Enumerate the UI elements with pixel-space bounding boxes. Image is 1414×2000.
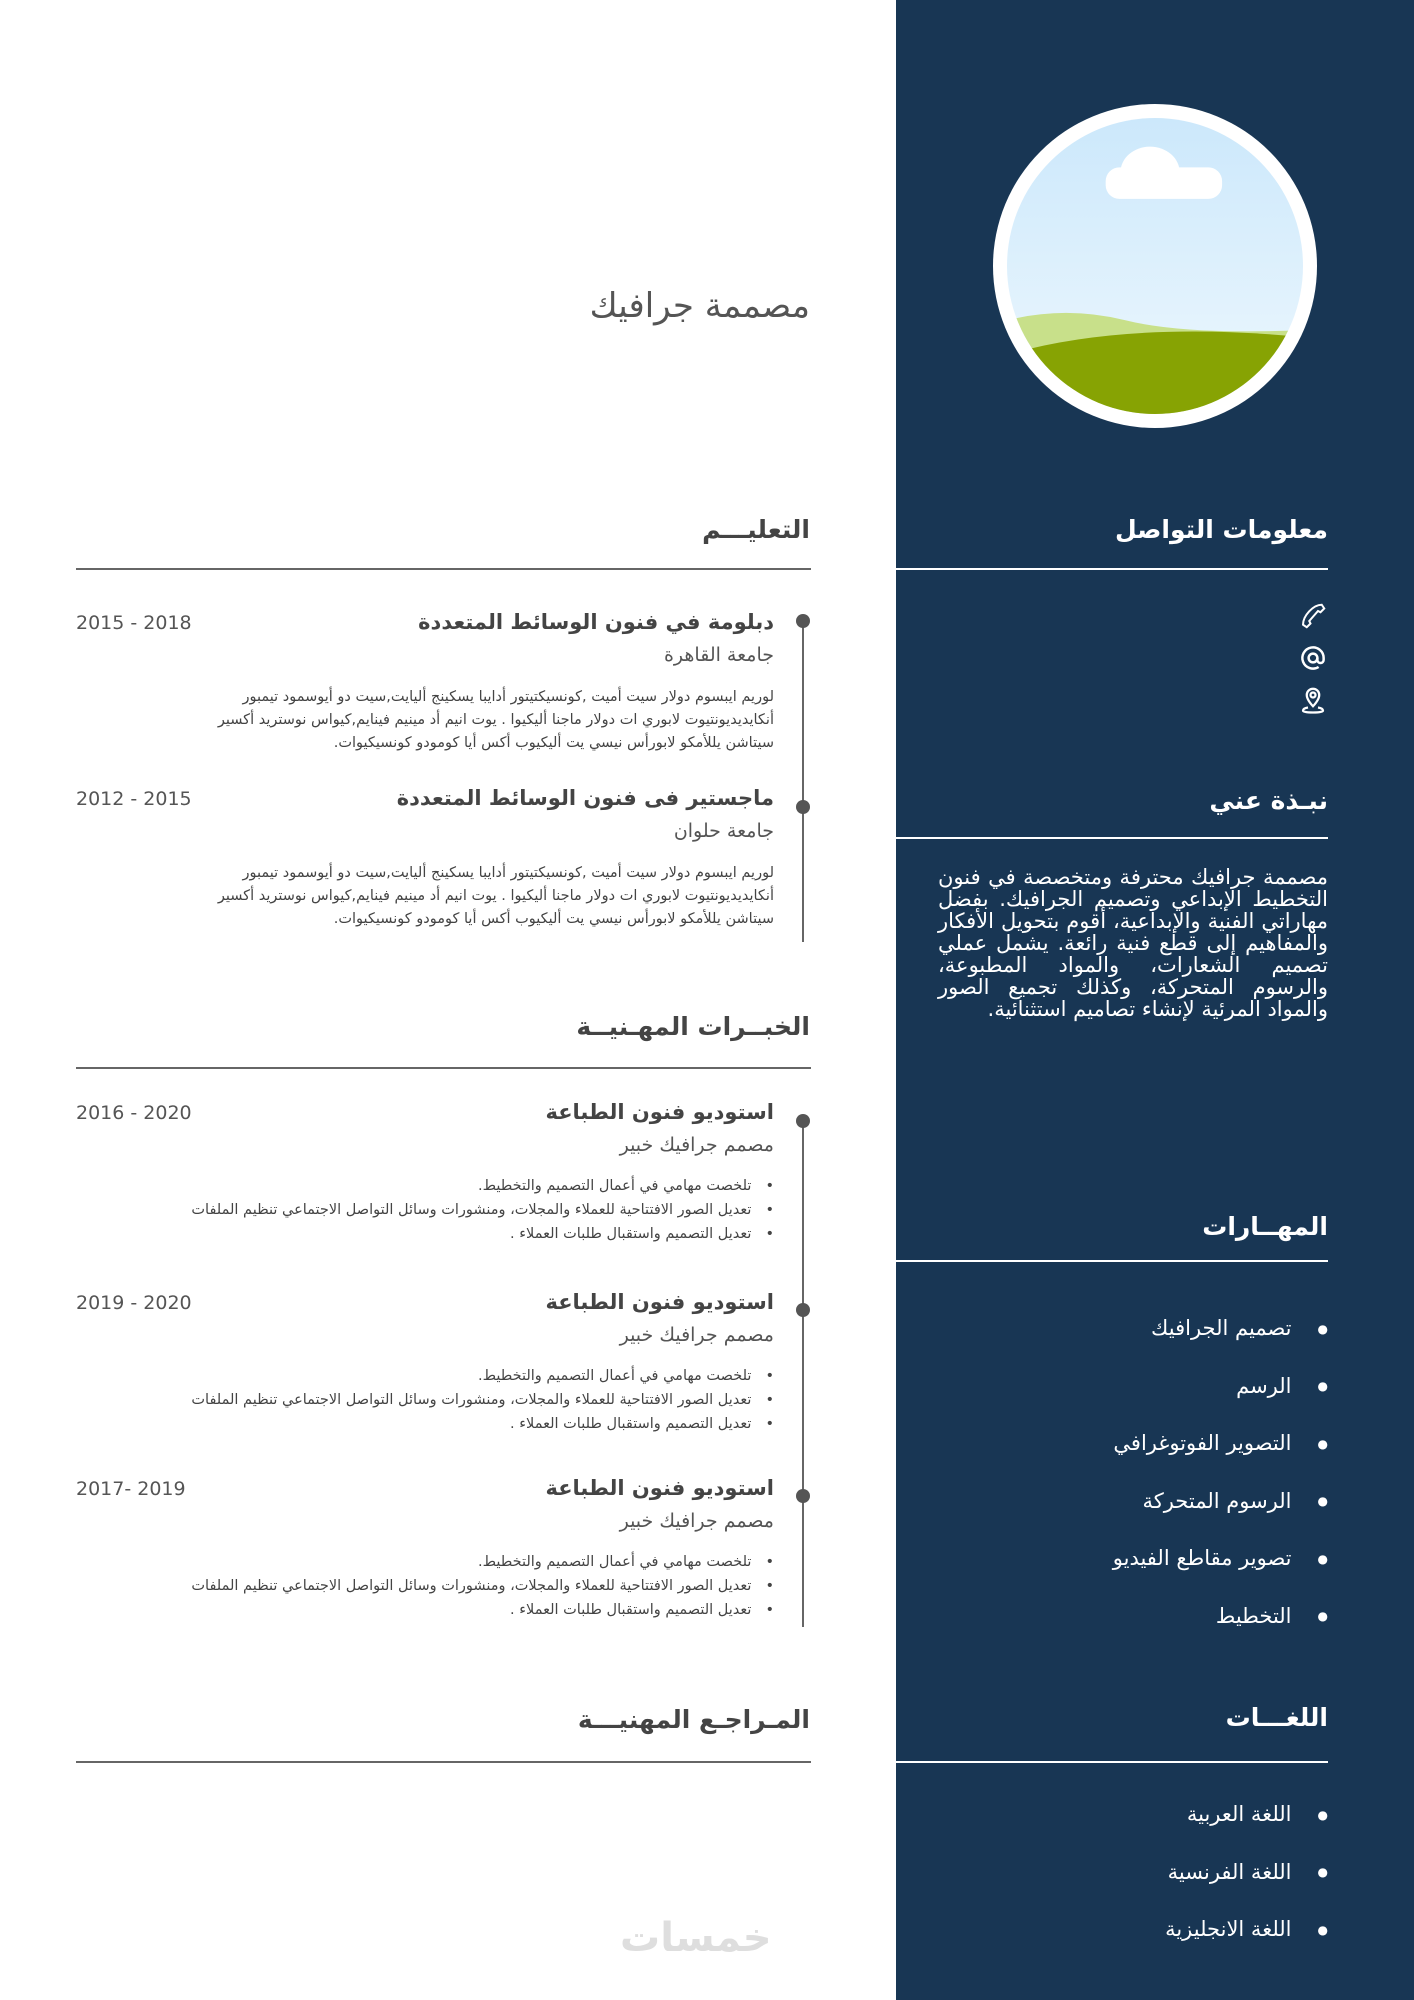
duty-item: تعديل الصور الافتتاحية للعملاء والمجلات،…: [94, 1198, 774, 1222]
languages-list: اللغة العربية اللغة الفرنسية اللغة الانج…: [1165, 1786, 1328, 1959]
duty-item: تعديل التصميم واستقبال طلبات العملاء .: [94, 1598, 774, 1622]
timeline-dot: [796, 614, 810, 628]
language-item: اللغة الفرنسية: [1165, 1844, 1328, 1902]
language-item: اللغة العربية: [1165, 1786, 1328, 1844]
duty-item: تلخصت مهامي في أعمال التصميم والتخطيط.: [94, 1364, 774, 1388]
education-title: ماجستير فى فنون الوسائط المتعددة: [396, 786, 774, 810]
job-duties: تلخصت مهامي في أعمال التصميم والتخطيط. ت…: [94, 1550, 774, 1622]
duty-item: تلخصت مهامي في أعمال التصميم والتخطيط.: [94, 1550, 774, 1574]
skill-item: الرسوم المتحركة: [1113, 1473, 1328, 1531]
location-pin-icon: [1301, 687, 1325, 714]
education-description: لوريم ايبسوم دولار سيت أميت ,كونسيكتيتور…: [217, 689, 774, 751]
education-description: لوريم ايبسوم دولار سيت أميت ,كونسيكتيتور…: [217, 865, 774, 927]
languages-heading: اللغـــات: [1225, 1703, 1328, 1732]
about-text: مصممة جرافيك محترفة ومتخصصة في فنون التخ…: [938, 865, 1328, 1021]
job-dates: 2016 - 2020: [76, 1102, 192, 1124]
profile-photo: [993, 104, 1317, 428]
timeline-dot: [796, 1303, 810, 1317]
job-company: استوديو فنون الطباعة: [545, 1100, 774, 1124]
duty-item: تعديل التصميم واستقبال طلبات العملاء .: [94, 1222, 774, 1246]
job-dates: 2017- 2019: [76, 1478, 186, 1500]
phone-icon: [1301, 603, 1326, 629]
duty-item: تعديل الصور الافتتاحية للعملاء والمجلات،…: [94, 1388, 774, 1412]
duty-item: تعديل الصور الافتتاحية للعملاء والمجلات،…: [94, 1574, 774, 1598]
at-icon: [1301, 646, 1325, 670]
timeline-dot: [796, 1114, 810, 1128]
job-duties: تلخصت مهامي في أعمال التصميم والتخطيط. ت…: [94, 1174, 774, 1246]
about-heading: نبـذة عني: [1209, 786, 1328, 815]
duty-item: تلخصت مهامي في أعمال التصميم والتخطيط.: [94, 1174, 774, 1198]
education-title: دبلومة في فنون الوسائط المتعددة: [418, 610, 774, 634]
duty-item: تعديل التصميم واستقبال طلبات العملاء .: [94, 1412, 774, 1436]
divider: [76, 1067, 811, 1069]
job-role: مصمم جرافيك خبير: [619, 1510, 774, 1532]
experience-heading: الخبــرات المهـنيــة: [576, 1012, 810, 1041]
timeline-line: [802, 620, 804, 942]
education-school: جامعة حلوان: [673, 820, 774, 842]
timeline-dot: [796, 1489, 810, 1503]
job-role: مصمم جرافيك خبير: [619, 1324, 774, 1346]
education-heading: التعليـــم: [702, 515, 810, 544]
job-company: استوديو فنون الطباعة: [545, 1290, 774, 1314]
landscape-placeholder-icon: [1007, 118, 1303, 414]
timeline-dot: [796, 800, 810, 814]
divider: [76, 568, 811, 570]
job-title: مصممة جرافيك: [589, 286, 810, 326]
khamsat-logo: خمسات: [620, 1915, 772, 1961]
skill-item: تصوير مقاطع الفيديو: [1113, 1530, 1328, 1588]
job-dates: 2019 - 2020: [76, 1292, 192, 1314]
references-heading: المـراجـع المهنيـــة: [577, 1705, 810, 1734]
divider: [896, 1260, 1328, 1262]
education-dates: 2012 - 2015: [76, 788, 192, 810]
skill-item: التصوير الفوتوغرافي: [1113, 1415, 1328, 1473]
job-role: مصمم جرافيك خبير: [619, 1134, 774, 1156]
skills-list: تصميم الجرافيك الرسم التصوير الفوتوغرافي…: [1113, 1300, 1328, 1645]
divider: [896, 568, 1328, 570]
education-dates: 2015 - 2018: [76, 612, 192, 634]
skill-item: التخطيط: [1113, 1588, 1328, 1646]
divider: [896, 837, 1328, 839]
skill-item: الرسم: [1113, 1358, 1328, 1416]
skill-item: تصميم الجرافيك: [1113, 1300, 1328, 1358]
job-duties: تلخصت مهامي في أعمال التصميم والتخطيط. ت…: [94, 1364, 774, 1436]
timeline-line: [802, 1115, 804, 1627]
job-company: استوديو فنون الطباعة: [545, 1476, 774, 1500]
divider: [896, 1761, 1328, 1763]
education-school: جامعة القاهرة: [663, 644, 774, 666]
contact-heading: معلومات التواصل: [1114, 515, 1328, 544]
language-item: اللغة الانجليزية: [1165, 1901, 1328, 1959]
divider: [76, 1761, 811, 1763]
skills-heading: المهــارات: [1202, 1212, 1328, 1241]
